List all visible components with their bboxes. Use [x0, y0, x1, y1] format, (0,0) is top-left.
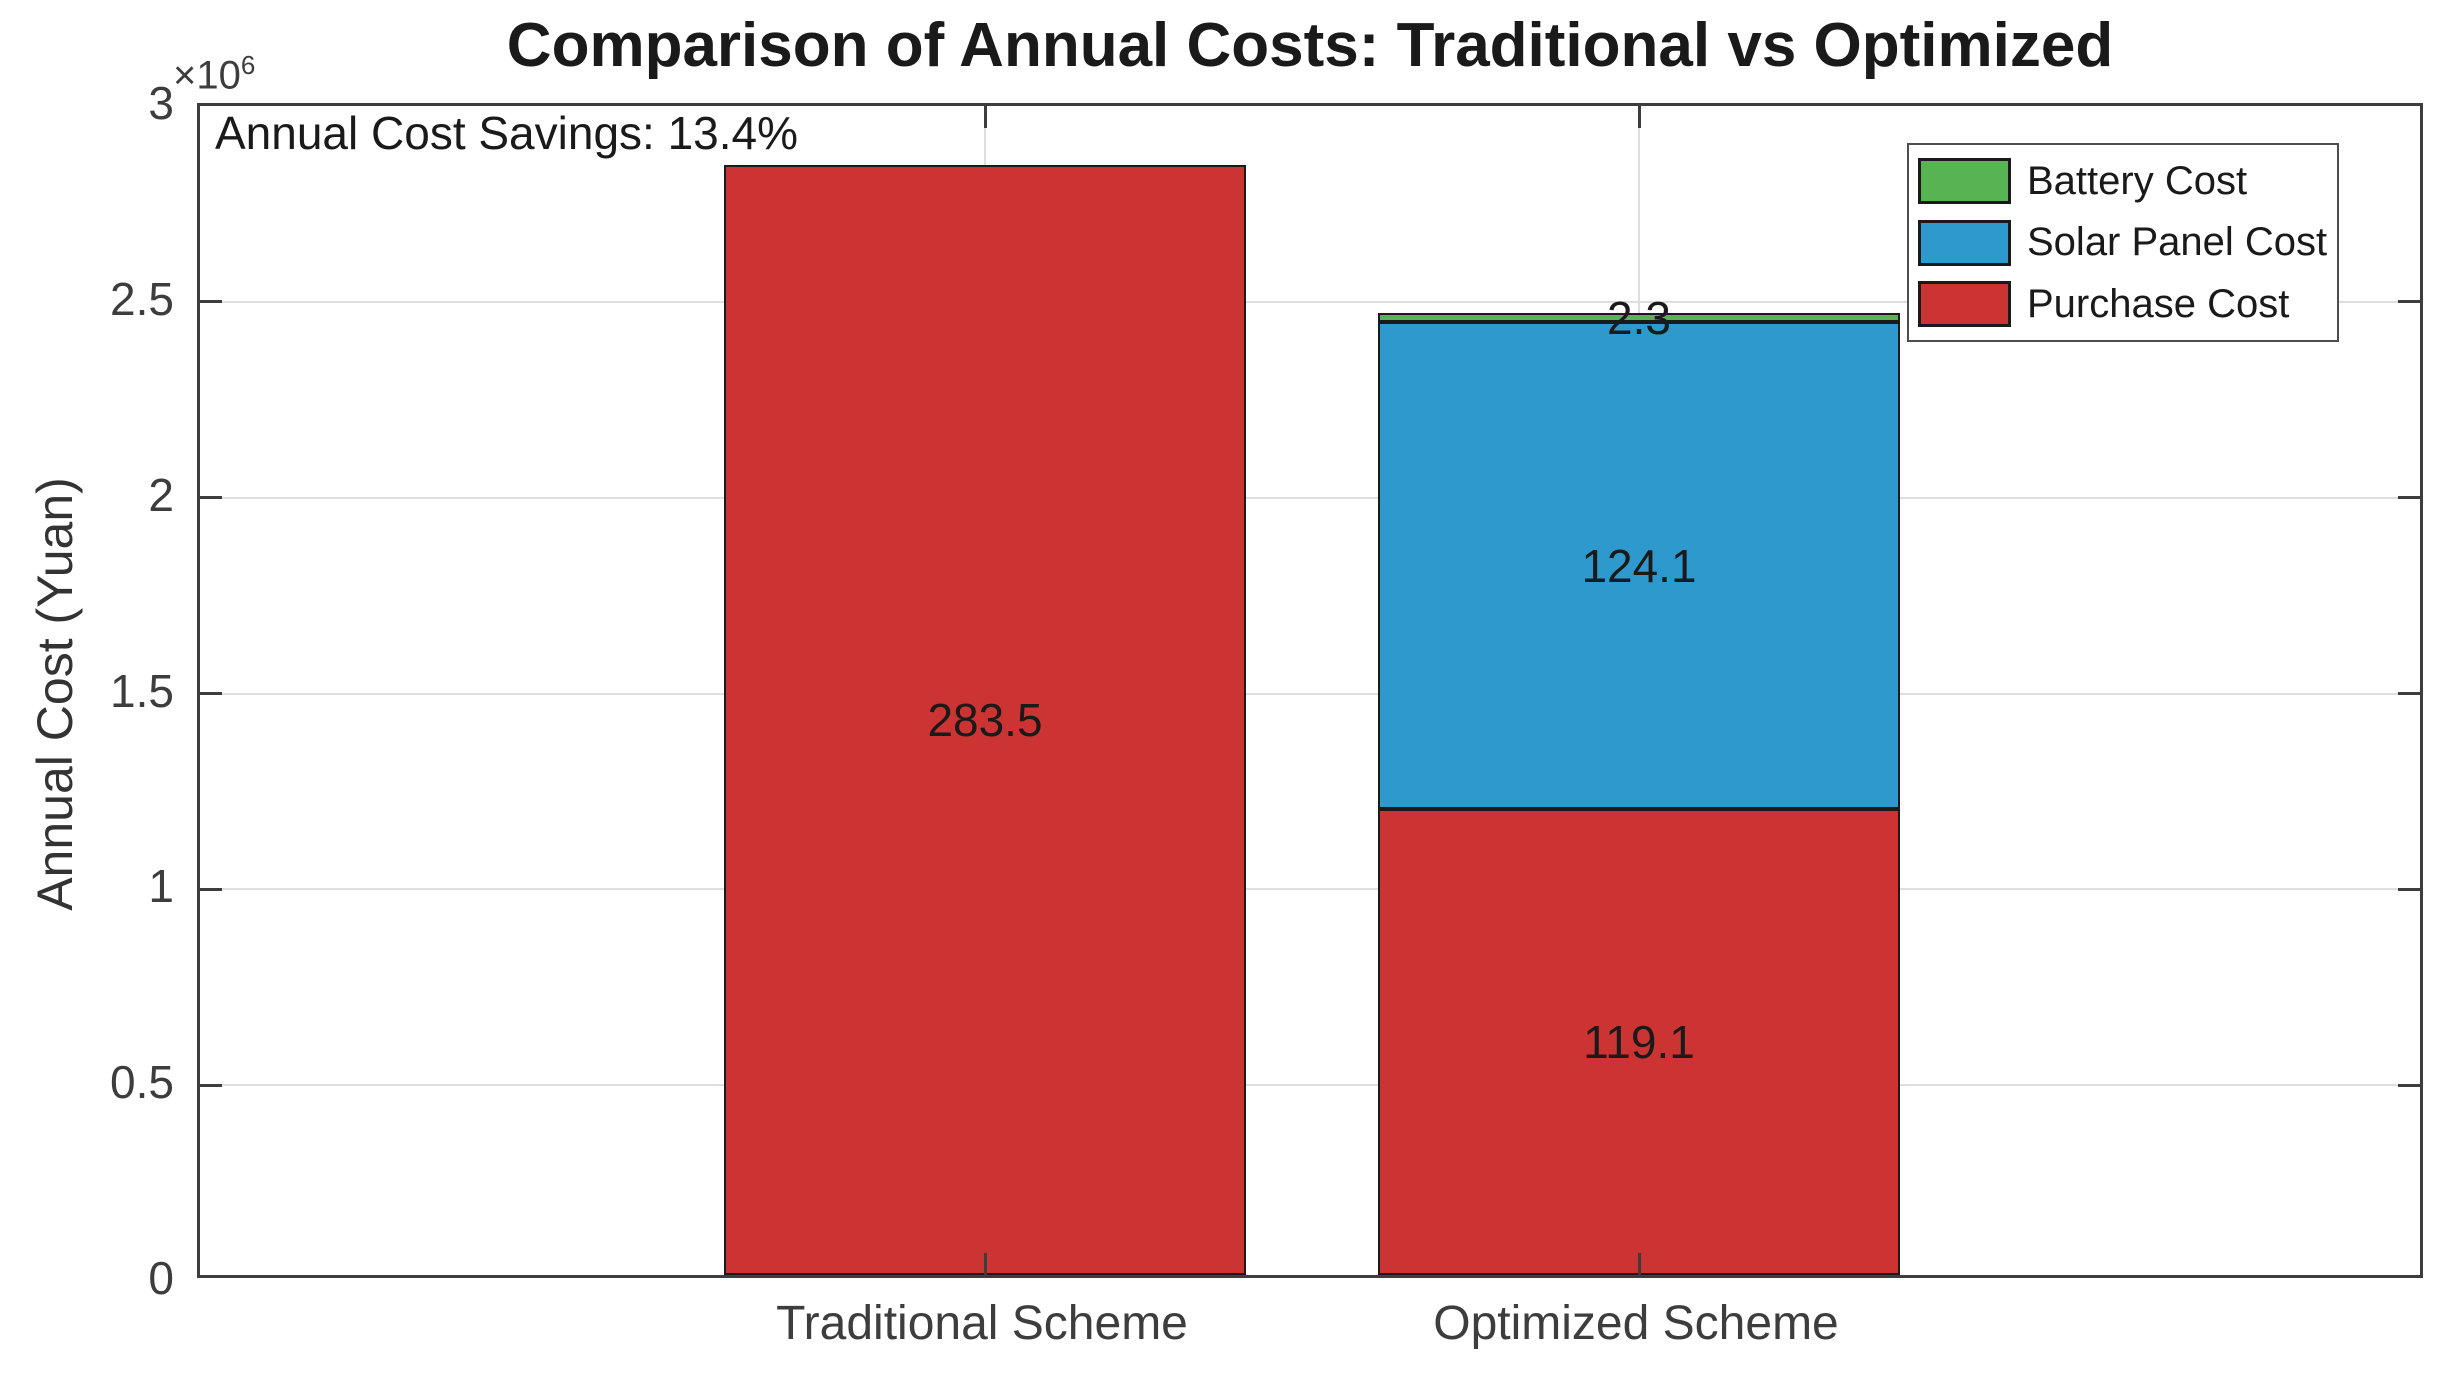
chart-title: Comparison of Annual Costs: Traditional …	[506, 11, 2114, 80]
y-axis-tick-left	[200, 1083, 222, 1087]
y-gridline	[200, 692, 2420, 695]
legend-item-solar-panel-cost: Solar Panel Cost	[1918, 219, 2337, 266]
y-axis-exponent: ×106	[173, 50, 255, 98]
y-axis-tick-right	[2398, 692, 2420, 695]
y-gridline	[200, 300, 2420, 303]
y-axis-tick-right	[2398, 496, 2420, 500]
bar-segment-battery-cost-2: 2.3	[1378, 292, 1900, 344]
y-axis-tick-left	[200, 300, 222, 304]
x-tick-label: Traditional Scheme	[776, 1297, 1188, 1350]
bar-segment-solar-panel-cost-2: 124.1	[1378, 322, 1900, 809]
y-axis-tick-right	[2398, 300, 2420, 304]
y-tick-label: 1	[148, 860, 174, 913]
y-tick-label: 0.5	[110, 1056, 174, 1109]
y-axis-tick-left	[200, 692, 222, 695]
y-tick-label: 1.5	[110, 664, 174, 717]
savings-annotation: Annual Cost Savings: 13.4%	[215, 107, 799, 159]
bar-value-label: 2.3	[1607, 291, 1671, 344]
x-axis-tick-top	[983, 106, 987, 128]
y-gridline	[200, 1084, 2420, 1087]
legend-label: Solar Panel Cost	[2027, 220, 2328, 264]
bar-segment-purchase-cost-1: 283.5	[724, 164, 1246, 1275]
legend-swatch	[1918, 158, 2011, 204]
y-axis-tick-right	[2398, 1083, 2420, 1087]
y-tick-label: 2	[148, 468, 174, 521]
exponent-base: ×10	[173, 53, 241, 98]
x-axis-tick-bottom	[983, 1253, 987, 1275]
y-gridline	[200, 888, 2420, 891]
x-axis-tick-top	[1637, 106, 1641, 128]
bar-value-label: 283.5	[927, 693, 1043, 746]
y-axis-tick-left	[200, 887, 222, 891]
bar-segment-purchase-cost-2: 119.1	[1378, 808, 1900, 1275]
legend-box: Battery Cost Solar Panel Cost Purchase Cos…	[1907, 143, 2339, 342]
y-tick-label: 0	[148, 1252, 174, 1304]
legend-label: Battery Cost	[2027, 158, 2248, 203]
legend-item-purchase-cost: Purchase Cost	[1918, 281, 2337, 327]
y-tick-label: 2.5	[110, 272, 174, 325]
y-axis-tick-right	[2398, 887, 2420, 891]
legend-swatch	[1918, 219, 2011, 266]
bar-value-label: 124.1	[1581, 539, 1697, 592]
legend-swatch	[1918, 281, 2011, 327]
y-tick-label: 3	[148, 77, 174, 129]
legend-label: Purchase Cost	[2027, 281, 2290, 326]
y-axis-tick-left	[200, 496, 222, 500]
x-tick-label: Optimized Scheme	[1433, 1297, 1839, 1350]
legend-item-battery-cost: Battery Cost	[1918, 158, 2337, 204]
bar-value-label: 119.1	[1583, 1015, 1695, 1068]
x-axis-tick-bottom	[1637, 1253, 1641, 1275]
exponent-power: 6	[240, 50, 256, 80]
y-gridline	[200, 496, 2420, 499]
